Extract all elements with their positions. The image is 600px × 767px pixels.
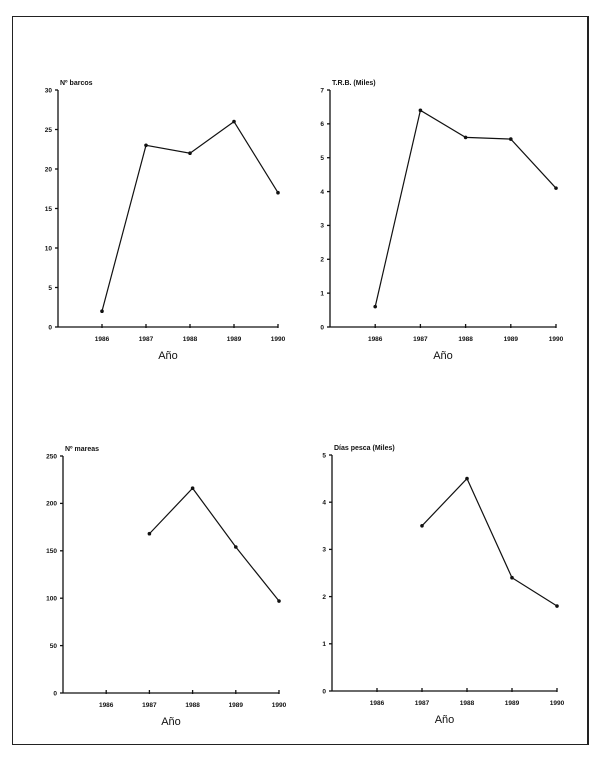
y-tick-label: 200	[46, 501, 57, 508]
data-point	[276, 190, 280, 195]
data-point	[465, 476, 469, 481]
data-point	[418, 108, 423, 113]
data-point	[188, 151, 192, 155]
y-tick-label: 100	[46, 596, 57, 603]
y-tick-label: 6	[320, 121, 324, 128]
x-tick-label: 1986	[99, 702, 114, 709]
y-tick-label: 3	[320, 223, 324, 230]
x-tick-label: 1986	[95, 336, 110, 343]
x-tick-label: 1987	[142, 702, 157, 709]
y-tick-label: 2	[322, 594, 326, 601]
data-point	[234, 545, 238, 549]
axes: 0 1 2 3 4 5 6 7 1986 1987 1988 1989 1990 T.R.B. (Mile…	[320, 80, 563, 362]
y-tick-label: 150	[46, 548, 57, 555]
y-tick-label: 50	[50, 643, 58, 650]
y-tick-label: 0	[320, 324, 324, 331]
y-axis-title: T.R.B. (Miles)	[332, 80, 376, 87]
data-point	[277, 599, 281, 603]
data-point	[100, 309, 104, 314]
y-tick-label: 20	[45, 166, 53, 173]
y-tick-label: 7	[320, 87, 324, 94]
data-point	[463, 135, 468, 140]
x-tick-label: 1987	[139, 336, 154, 343]
y-tick-label: 5	[322, 452, 326, 459]
x-tick-label: 1986	[368, 336, 383, 343]
x-tick-label: 1987	[413, 336, 428, 343]
data-point	[420, 524, 424, 528]
data-line	[148, 487, 280, 602]
y-tick-label: 3	[322, 547, 326, 554]
x-tick-label: 1990	[550, 700, 565, 707]
y-tick-label: 10	[45, 245, 53, 252]
page-frame	[12, 16, 589, 745]
x-tick-label: 1986	[370, 700, 385, 707]
x-axis-title: Año	[158, 350, 178, 362]
x-tick-label: 1990	[549, 336, 564, 343]
x-tick-label: 1989	[505, 700, 520, 707]
x-tick-label: 1988	[458, 336, 473, 343]
y-tick-label: 1	[322, 641, 326, 648]
data-point	[373, 304, 378, 309]
y-axis-title: Nº barcos	[60, 80, 93, 87]
y-tick-label: 5	[320, 155, 324, 162]
y-tick-label: 0	[53, 690, 57, 697]
x-tick-label: 1987	[415, 700, 430, 707]
y-tick-label: 15	[45, 206, 53, 213]
data-point	[147, 531, 152, 536]
y-tick-label: 0	[322, 688, 326, 695]
y-tick-label: 250	[46, 453, 57, 460]
y-axis-title: Días pesca (Miles)	[334, 445, 395, 452]
y-tick-label: 4	[322, 500, 326, 507]
y-tick-label: 1	[320, 290, 324, 297]
x-axis-title: Año	[433, 350, 453, 362]
x-tick-label: 1989	[227, 336, 242, 343]
data-point	[554, 186, 558, 190]
x-tick-label: 1988	[183, 336, 198, 343]
x-tick-label: 1989	[229, 702, 244, 709]
axes: 0 1 2 3 4 5 1986 1987 1988 1989 1990 Días pesca (Mi…	[322, 445, 564, 726]
y-tick-label: 30	[45, 87, 53, 94]
axes: 0 5 10 15 20 25 30 1986 1987 1988 1989 1990 Nº barco…	[45, 80, 286, 362]
y-tick-label: 5	[48, 285, 52, 292]
y-axis-title: Nº mareas	[65, 446, 99, 453]
data-point	[190, 486, 195, 491]
x-tick-label: 1988	[460, 700, 475, 707]
x-tick-label: 1990	[272, 702, 287, 709]
y-tick-label: 4	[320, 189, 324, 196]
y-tick-label: 2	[320, 257, 324, 264]
x-tick-label: 1988	[185, 702, 200, 709]
data-point	[555, 604, 559, 608]
x-axis-title: Año	[161, 716, 181, 728]
axes: 0 50 100 150 200 250 1986 1987 1988 1989 1990 Nº ma…	[46, 446, 286, 728]
data-line	[421, 477, 558, 607]
data-point	[509, 137, 513, 141]
data-point	[232, 119, 236, 124]
data-point	[144, 143, 148, 148]
data-point	[510, 575, 514, 580]
y-tick-label: 25	[45, 127, 53, 134]
x-tick-label: 1989	[504, 336, 519, 343]
y-tick-label: 0	[48, 324, 52, 331]
x-axis-title: Año	[435, 714, 455, 726]
x-tick-label: 1990	[271, 336, 286, 343]
